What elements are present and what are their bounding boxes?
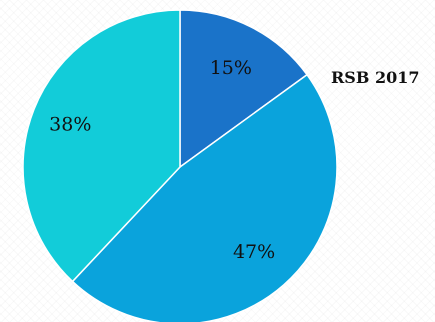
slice-label-47: 47% (233, 241, 275, 263)
pie-slice-47 (71, 73, 338, 322)
chart-title: RSB 2017 (331, 68, 420, 87)
pie-slices (22, 9, 338, 322)
pie-slice-15 (179, 9, 309, 169)
slice-label-15: 15% (210, 57, 252, 79)
pie-slice-38 (22, 9, 181, 283)
slice-label-38: 38% (49, 114, 91, 136)
pie-labels: 15% 47% 38% (49, 57, 275, 263)
